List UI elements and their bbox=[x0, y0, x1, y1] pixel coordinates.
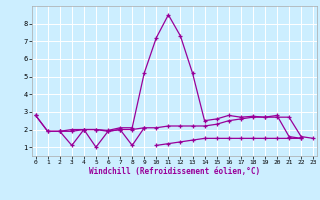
X-axis label: Windchill (Refroidissement éolien,°C): Windchill (Refroidissement éolien,°C) bbox=[89, 167, 260, 176]
